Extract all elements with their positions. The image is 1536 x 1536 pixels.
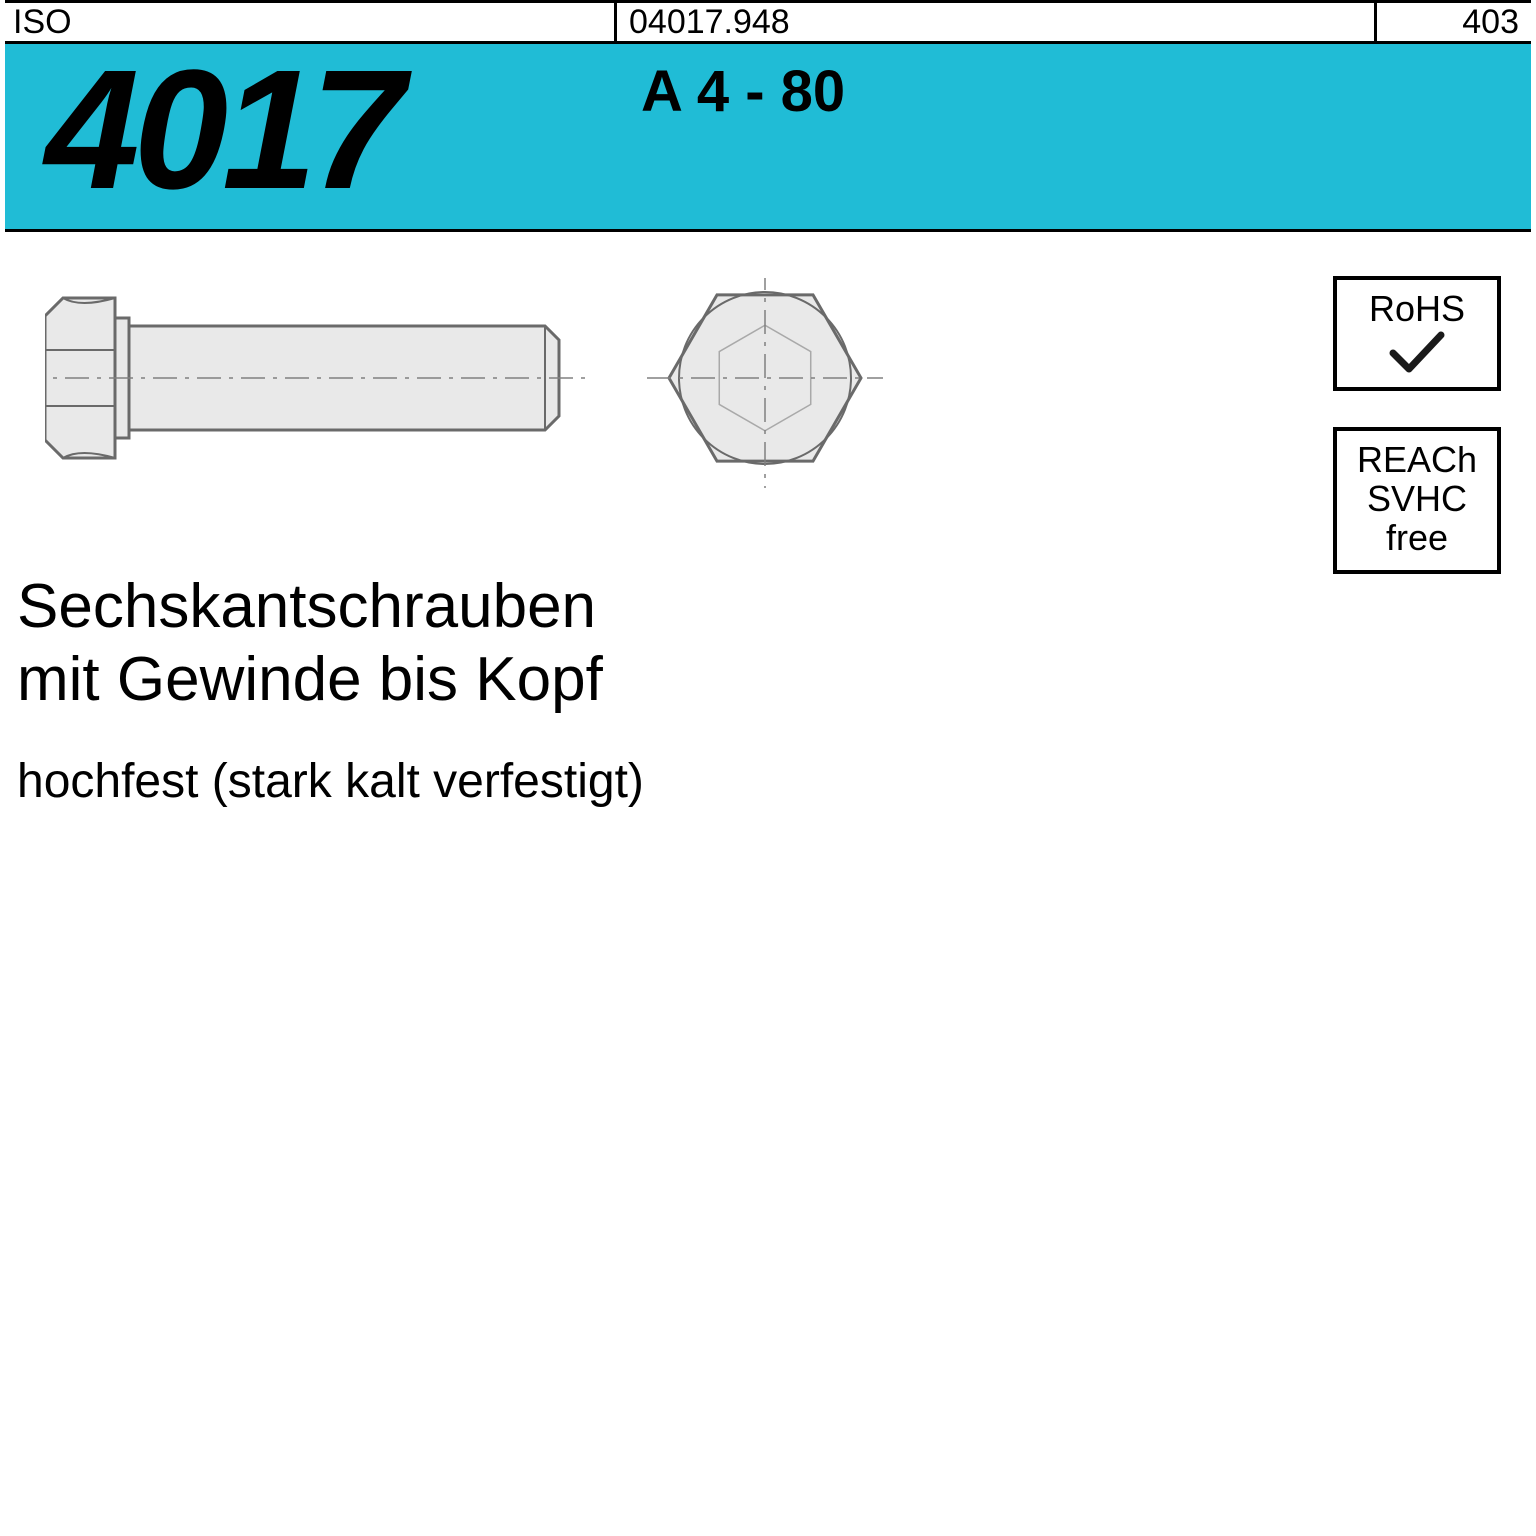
compliance-badges: RoHS REACh SVHC free [1333, 276, 1503, 610]
description-block: Sechskantschrauben mit Gewinde bis Kopf … [17, 574, 644, 809]
standard-number: 4017 [45, 32, 399, 228]
reach-line2: SVHC [1367, 480, 1467, 519]
datasheet-card: ISO 04017.948 403 4017 A 4 - 80 RoHS REA… [0, 0, 1536, 1536]
check-icon [1387, 329, 1447, 375]
rohs-label: RoHS [1369, 290, 1465, 329]
rohs-badge: RoHS [1333, 276, 1501, 391]
reach-line3: free [1386, 519, 1448, 558]
bolt-diagram-svg [45, 278, 945, 488]
product-name-line2: mit Gewinde bis Kopf [17, 647, 644, 714]
product-detail: hochfest (stark kalt verfestigt) [17, 754, 644, 809]
technical-drawing [45, 278, 945, 488]
title-band: 4017 A 4 - 80 [5, 44, 1531, 232]
product-name-line1: Sechskantschrauben [17, 574, 644, 641]
header-article-code: 04017.948 [617, 3, 1377, 41]
reach-badge: REACh SVHC free [1333, 427, 1501, 574]
header-page-ref: 403 [1377, 3, 1531, 41]
reach-line1: REACh [1357, 441, 1477, 480]
material-grade: A 4 - 80 [641, 58, 845, 125]
content-region: ISO 04017.948 403 4017 A 4 - 80 RoHS REA… [5, 0, 1531, 1028]
